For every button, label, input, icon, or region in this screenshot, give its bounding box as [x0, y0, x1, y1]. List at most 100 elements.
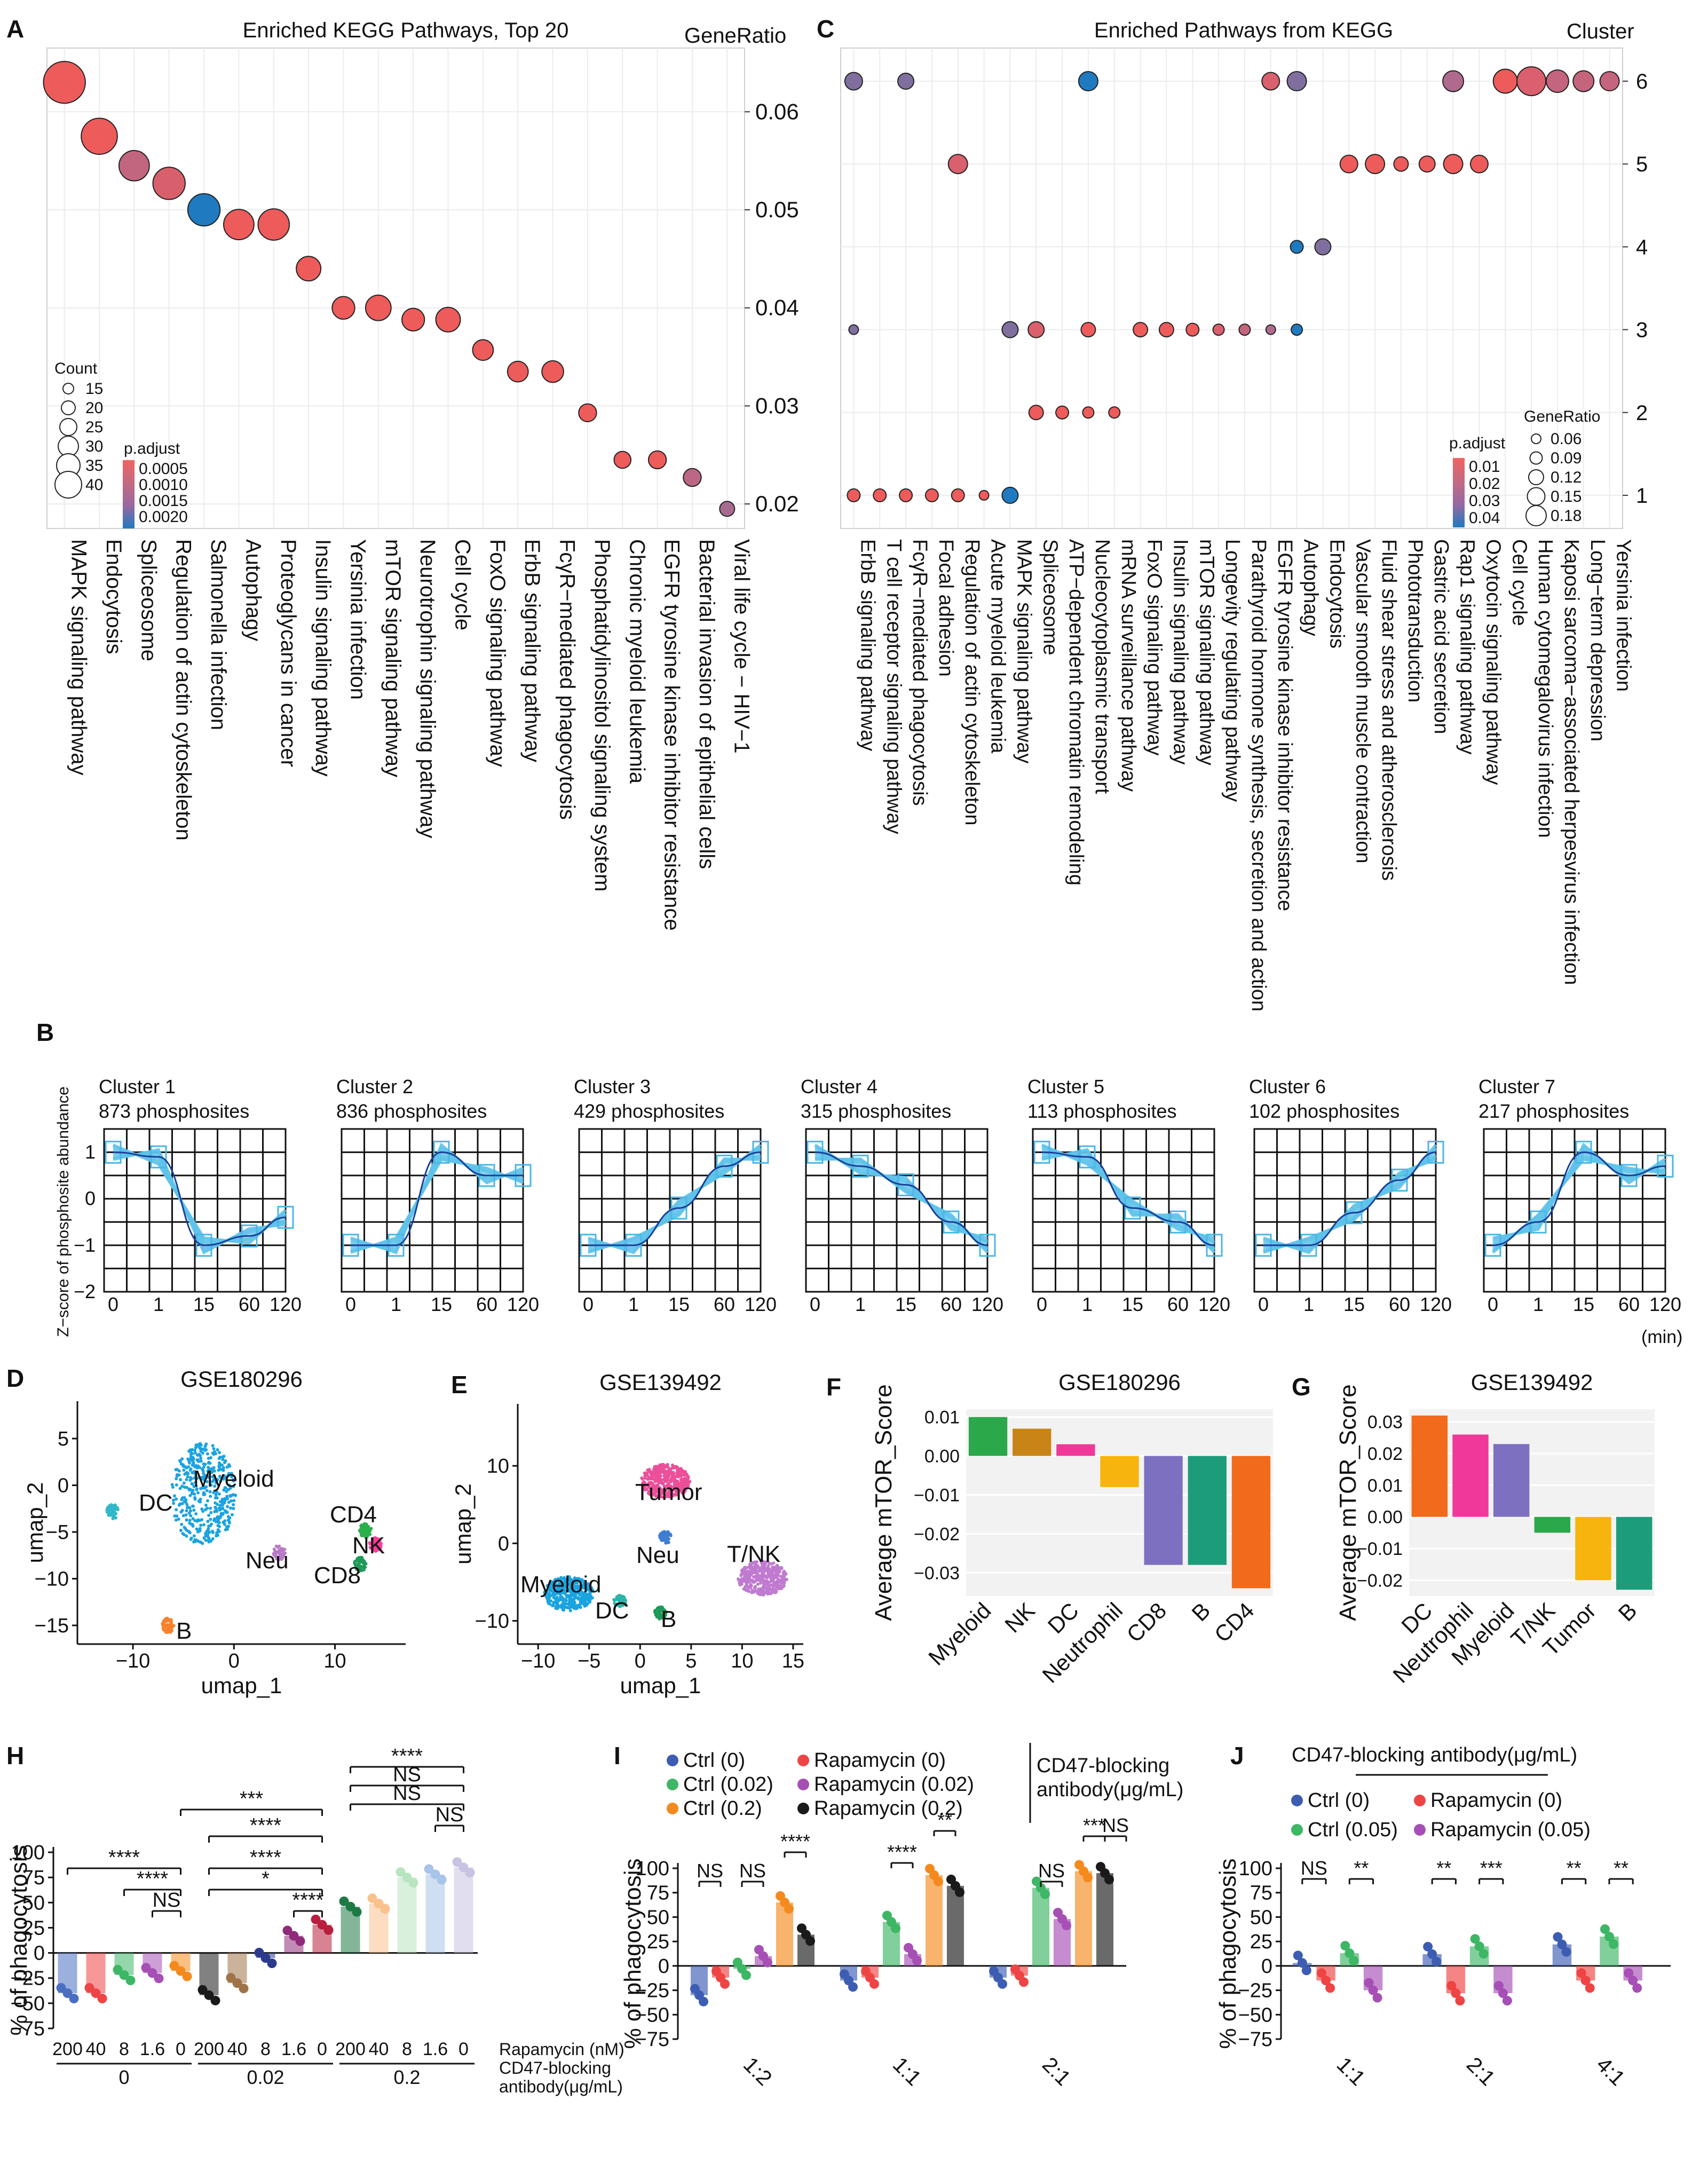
umap-point [188, 1521, 192, 1525]
umap-ylabel: umap_2 [22, 1482, 48, 1563]
umap-point [664, 1539, 668, 1543]
umap-point [753, 1586, 757, 1590]
panel-b-xtick-label: 15 [895, 1293, 916, 1315]
panel-a-dot [296, 256, 322, 282]
panel-a-dot [365, 294, 392, 321]
panel-c-category-label: Vascular smooth muscle contraction [1351, 539, 1374, 864]
umap-point [226, 1515, 230, 1519]
umap-xtick-label: 0 [635, 1650, 646, 1672]
panel-a-dot [401, 307, 425, 331]
umap-point [211, 1531, 215, 1535]
umap-point [761, 1571, 764, 1575]
panel-c-dot [1443, 154, 1464, 175]
umap-point [667, 1482, 670, 1486]
umap-point [353, 1561, 357, 1565]
panel-b-xtick-label: 15 [1122, 1293, 1143, 1315]
umap-point [163, 1620, 167, 1624]
umap-point [655, 1479, 659, 1483]
umap-point [654, 1468, 658, 1472]
panel-h-xlabel-antibody: antibody(μg/mL) [499, 2077, 623, 2096]
panel-c-dot [1492, 68, 1518, 94]
panel-b-cluster-name: Cluster 4 [801, 1076, 877, 1097]
umap-point [218, 1504, 222, 1507]
umap-point [189, 1457, 193, 1461]
umap-point [579, 1596, 583, 1600]
umap-point [740, 1572, 744, 1576]
umap-point [213, 1506, 217, 1510]
umap-point [377, 1547, 381, 1551]
umap-point [683, 1470, 687, 1474]
umap-point [647, 1484, 651, 1488]
panel-b-trace [588, 1155, 761, 1250]
umap-point [545, 1597, 549, 1601]
umap-point [171, 1498, 175, 1502]
umap-cluster-neu [658, 1530, 673, 1545]
panel-g-title: GSE139492 [1471, 1370, 1593, 1395]
umap-point [767, 1567, 771, 1570]
umap-point [197, 1466, 201, 1470]
umap-point [568, 1609, 572, 1613]
panel-c-dot [1286, 71, 1307, 92]
panel-letter-J: J [1230, 1742, 1244, 1770]
umap-point [209, 1506, 212, 1510]
panel-h-significance: **** [108, 1846, 140, 1869]
umap-point [782, 1570, 786, 1574]
umap-point [213, 1478, 217, 1482]
umap-point [179, 1478, 183, 1482]
panel-e-title: GSE139492 [599, 1370, 722, 1395]
umap-cluster-cd8 [353, 1555, 368, 1574]
panel-letter-G: G [1292, 1373, 1311, 1401]
umap-point [759, 1560, 763, 1563]
panel-c-ytick-label: 1 [1636, 484, 1648, 508]
panel-i-point [763, 1957, 772, 1968]
umap-point [205, 1529, 209, 1533]
umap-point [209, 1539, 213, 1543]
umap-cluster-label: B [176, 1618, 192, 1644]
panel-c-dot [1055, 405, 1070, 420]
umap-point [201, 1510, 205, 1513]
umap-point [196, 1458, 200, 1462]
umap-xtick-label: 10 [323, 1650, 346, 1672]
panel-a-dot [578, 403, 597, 422]
panel-i-significance: NS [697, 1860, 723, 1882]
umap-point [199, 1523, 203, 1527]
panel-c-dot [1185, 322, 1200, 337]
panel-c-ylabel: Cluster [1567, 20, 1634, 43]
panel-i-bar [1075, 1871, 1092, 1966]
umap-point [648, 1470, 652, 1473]
umap-point [369, 1527, 373, 1530]
umap-point [213, 1484, 217, 1488]
umap-point [181, 1514, 185, 1518]
panel-c-dot [1599, 71, 1620, 92]
umap-ylabel: umap_2 [450, 1483, 476, 1565]
panel-c-color-legend-label: 0.03 [1469, 492, 1500, 510]
panel-c-dot [848, 324, 859, 335]
umap-point [207, 1466, 210, 1470]
umap-point [173, 1514, 177, 1518]
panel-c-category-label: Phototransduction [1404, 539, 1426, 702]
umap-xlabel: umap_1 [620, 1673, 701, 1698]
mtor-bar [1493, 1444, 1530, 1517]
panel-j-significance: ** [1567, 1857, 1582, 1879]
umap-point [229, 1506, 233, 1510]
umap-point [644, 1473, 647, 1477]
umap-point [572, 1598, 576, 1601]
panel-h-bar-label: 40 [369, 2039, 389, 2059]
umap-point [209, 1495, 212, 1498]
umap-point [185, 1518, 188, 1522]
panel-h-bar-label: 1.6 [140, 2039, 165, 2059]
umap-point [762, 1590, 766, 1594]
umap-point [182, 1481, 186, 1485]
umap-point [195, 1466, 199, 1470]
panel-c-dot [1442, 70, 1465, 92]
umap-point [228, 1464, 232, 1468]
panel-c-dot [1469, 154, 1489, 173]
panel-a-dot [81, 117, 118, 155]
panel-b-box [670, 1196, 687, 1220]
panel-i-point [998, 1979, 1007, 1989]
panel-c-category-label: Focal adhesion [935, 539, 957, 677]
umap-cluster-b [161, 1616, 176, 1634]
umap-point [680, 1477, 684, 1481]
panel-j-ytick-label: 100 [1239, 1858, 1272, 1880]
